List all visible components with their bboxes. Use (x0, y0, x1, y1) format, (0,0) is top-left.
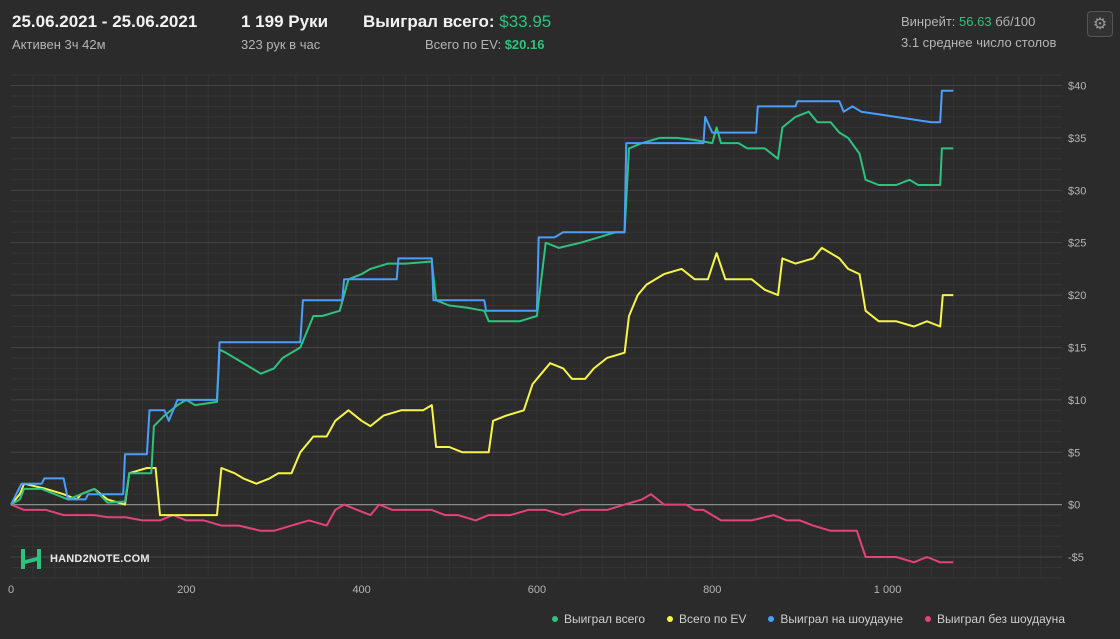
y-tick-label: $5 (1068, 447, 1080, 459)
y-tick-label: $0 (1068, 500, 1080, 512)
y-tick-label: $40 (1068, 80, 1086, 92)
y-tick-label: $20 (1068, 290, 1086, 302)
y-tick-label: $10 (1068, 395, 1086, 407)
winrate-unit: бб/100 (995, 14, 1036, 29)
x-tick-label: 0 (8, 584, 14, 596)
series-line-2 (10, 89, 954, 506)
legend-label: Выиграл всего (563, 612, 646, 626)
hand2note-logo-icon (21, 549, 41, 569)
legend-label: Выиграл на шоудауне (780, 612, 903, 626)
series-line-1 (10, 246, 954, 517)
date-range: 25.06.2021 - 25.06.2021 (12, 12, 198, 31)
hand2note-logo-text: HAND2NOTE.COM (50, 553, 150, 565)
x-tick-label: 600 (528, 584, 546, 596)
x-tick-label: 200 (177, 584, 195, 596)
series-line-0 (10, 110, 954, 506)
ev-total-label: Всего по EV: (425, 37, 502, 52)
gear-icon: ⚙ (1092, 16, 1108, 33)
hand2note-logo: HAND2NOTE.COM (20, 548, 150, 570)
won-total-value: $33.95 (499, 12, 552, 31)
legend-item-3[interactable]: Выиграл без шоудауна (925, 612, 1065, 626)
y-tick-label: -$5 (1068, 552, 1084, 564)
x-tick-label: 800 (703, 584, 721, 596)
won-total-label: Выиграл всего: (363, 12, 495, 31)
legend-item-0[interactable]: Выиграл всего (551, 612, 646, 626)
avg-tables: 3.1 среднее число столов (901, 35, 1057, 50)
winrate-value: 56.63 (959, 14, 992, 29)
ev-total-value: $20.16 (504, 37, 545, 52)
y-tick-label: $30 (1068, 185, 1086, 197)
settings-gear-button[interactable]: ⚙ (1087, 11, 1113, 37)
winrate: Винрейт: 56.63 бб/100 (901, 14, 1035, 29)
series-lines (10, 89, 954, 564)
legend-label: Выиграл без шоудауна (937, 612, 1065, 626)
y-tick-label: $15 (1068, 342, 1086, 354)
legend-label: Всего по EV (679, 612, 747, 626)
y-axis-ticks: -$5 $0 $5 $10 $15 $20 $25 $30 $35 $40 (1068, 80, 1086, 564)
x-tick-label: 1 000 (874, 584, 902, 596)
active-time: Активен 3ч 42м (12, 37, 106, 52)
grid (11, 74, 1062, 579)
hands-count: 1 199 Руки (241, 12, 329, 31)
x-axis-ticks: 0 200 400 600 800 1 000 (8, 584, 901, 596)
legend-dot (768, 616, 775, 622)
winrate-label: Винрейт: (901, 14, 956, 29)
legend-item-2[interactable]: Выиграл на шоудауне (768, 612, 903, 626)
hands-per-hour: 323 рук в час (241, 37, 321, 52)
y-tick-label: $25 (1068, 238, 1086, 250)
series-line-3 (10, 493, 954, 564)
ev-total: Всего по EV: $20.16 (425, 37, 544, 52)
won-total: Выиграл всего: $33.95 (363, 12, 551, 32)
y-tick-label: $35 (1068, 133, 1086, 145)
chart-legend: Выиграл всего Всего по EV Выиграл на шоуда… (520, 612, 1065, 626)
legend-dot (551, 616, 558, 622)
legend-dot (667, 616, 674, 622)
legend-dot (925, 616, 931, 622)
legend-item-1[interactable]: Всего по EV (667, 612, 746, 626)
x-tick-label: 400 (352, 584, 370, 596)
